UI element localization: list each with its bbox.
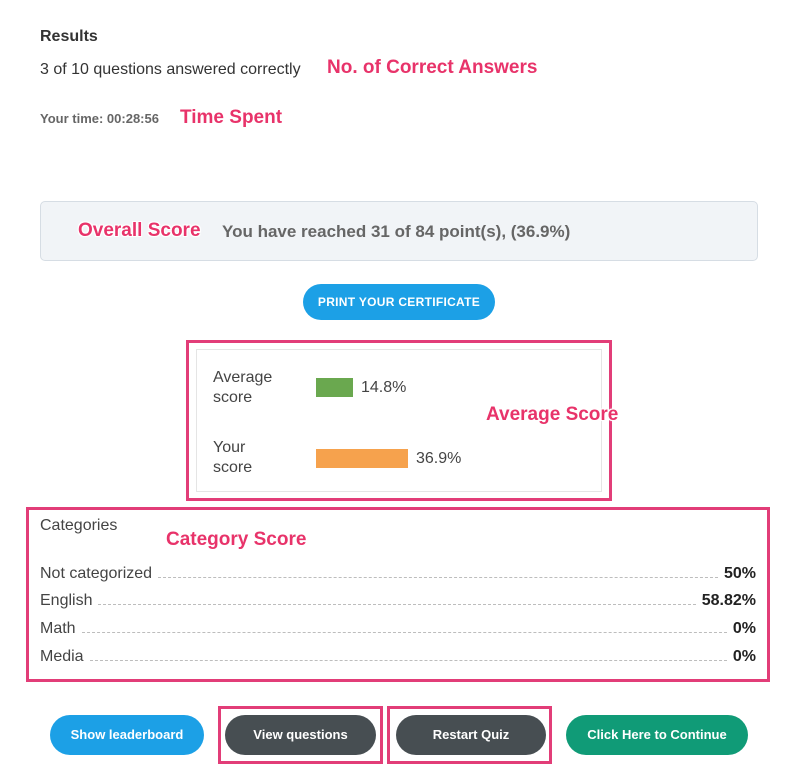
category-row-english: English 58.82% (40, 588, 756, 610)
category-value: 0% (732, 648, 756, 665)
time-spent-text: Your time: 00:28:56 (40, 111, 159, 126)
annotation-category-score: Category Score (166, 529, 307, 550)
dotted-leader (98, 604, 696, 605)
your-score-label-line2: score (213, 459, 253, 476)
category-name: English (40, 592, 93, 609)
overall-score-box (40, 201, 758, 261)
category-score-highlight (26, 507, 770, 682)
view-questions-button[interactable]: View questions (225, 715, 376, 755)
category-value: 58.82% (701, 592, 756, 609)
dotted-leader (81, 632, 727, 633)
results-title: Results (40, 28, 98, 45)
annotation-correct-answers: No. of Correct Answers (327, 57, 538, 78)
average-score-value: 14.8% (361, 379, 407, 396)
your-score-label-line1: Your (213, 439, 246, 456)
average-score-label-line1: Average (213, 369, 273, 386)
category-row-media: Media 0% (40, 644, 756, 666)
correct-answers-text: 3 of 10 questions answered correctly (40, 61, 301, 78)
score-comparison-panel (196, 349, 602, 492)
category-name: Math (40, 620, 76, 637)
dotted-leader (158, 577, 718, 578)
annotation-time-spent: Time Spent (180, 107, 283, 128)
your-score-label: Your score (213, 438, 252, 478)
category-value: 0% (732, 620, 756, 637)
category-name: Media (40, 648, 84, 665)
category-row-math: Math 0% (40, 616, 756, 638)
overall-score-text: You have reached 31 of 84 point(s), (36.… (222, 222, 571, 241)
your-score-bar (316, 449, 408, 468)
dotted-leader (89, 660, 727, 661)
annotation-average-score: Average Score (486, 404, 619, 425)
print-certificate-button[interactable]: PRINT YOUR CERTIFICATE (303, 284, 495, 320)
restart-quiz-button[interactable]: Restart Quiz (396, 715, 546, 755)
annotation-overall-score: Overall Score (78, 220, 201, 241)
average-score-label: Average score (213, 368, 272, 408)
your-score-value: 36.9% (416, 450, 462, 467)
continue-button[interactable]: Click Here to Continue (566, 715, 748, 755)
category-name: Not categorized (40, 565, 153, 582)
categories-title: Categories (40, 517, 118, 534)
average-score-highlight (186, 340, 612, 501)
show-leaderboard-button[interactable]: Show leaderboard (50, 715, 204, 755)
category-value: 50% (723, 565, 756, 582)
category-row-not-categorized: Not categorized 50% (40, 561, 756, 583)
average-score-label-line2: score (213, 389, 253, 406)
average-score-bar (316, 378, 353, 397)
restart-quiz-highlight (387, 706, 552, 764)
view-questions-highlight (218, 706, 383, 764)
